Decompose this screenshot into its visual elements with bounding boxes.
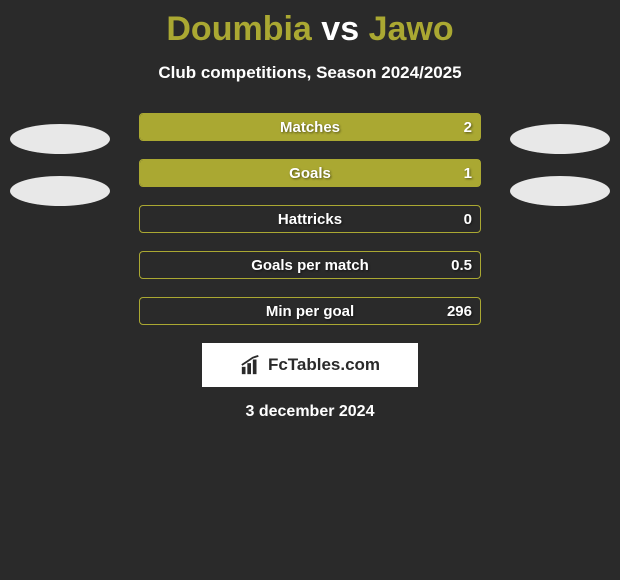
stat-bar-container: Hattricks0 — [139, 205, 481, 233]
brand-text: FcTables.com — [268, 355, 380, 375]
player2-oval-2 — [510, 176, 610, 206]
stat-bar-container: Goals per match0.5 — [139, 251, 481, 279]
player2-name: Jawo — [369, 10, 454, 48]
stat-label: Hattricks — [140, 206, 480, 234]
title-vs: vs — [321, 10, 359, 48]
stat-row: Min per goal296 — [10, 297, 610, 325]
stat-row: Goals per match0.5 — [10, 251, 610, 279]
stat-value: 1 — [464, 160, 472, 188]
date-label: 3 december 2024 — [0, 403, 620, 421]
stat-bar-container: Goals1 — [139, 159, 481, 187]
stat-row: Hattricks0 — [10, 205, 610, 233]
page-title: Doumbia vs Jawo — [0, 0, 620, 49]
stat-value: 0.5 — [451, 252, 472, 280]
stat-label: Matches — [140, 114, 480, 142]
stat-value: 296 — [447, 298, 472, 326]
player1-oval-1 — [10, 124, 110, 154]
stat-bar-container: Min per goal296 — [139, 297, 481, 325]
player1-oval-2 — [10, 176, 110, 206]
player1-name: Doumbia — [166, 10, 311, 48]
subtitle: Club competitions, Season 2024/2025 — [0, 63, 620, 83]
stat-value: 0 — [464, 206, 472, 234]
stat-label: Goals per match — [140, 252, 480, 280]
stat-label: Min per goal — [140, 298, 480, 326]
stat-value: 2 — [464, 114, 472, 142]
stat-label: Goals — [140, 160, 480, 188]
player2-oval-1 — [510, 124, 610, 154]
brand-box: FcTables.com — [202, 343, 418, 387]
stat-bar-container: Matches2 — [139, 113, 481, 141]
brand-icon — [240, 354, 262, 376]
